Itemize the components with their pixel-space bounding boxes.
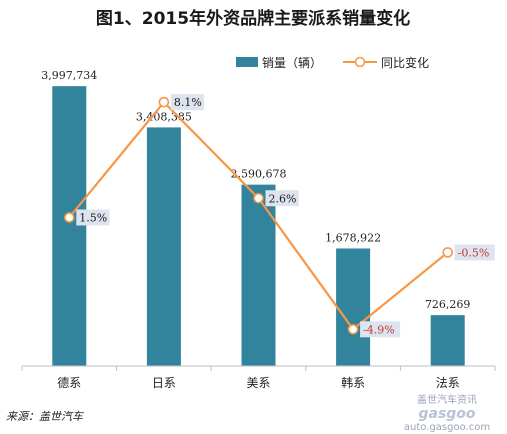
line-value-label-box — [454, 244, 495, 261]
bar-value-labels: 3,997,7343,408,3852,590,6781,678,922726,… — [41, 69, 470, 311]
legend-line-marker — [354, 56, 366, 68]
line-value-label: -0.5% — [458, 246, 490, 259]
line-value-label-box — [170, 94, 205, 111]
bar-日系 — [146, 127, 181, 366]
legend-bar-label: 销量（辆） — [262, 56, 322, 70]
line-value-labels: 1.5% 8.1% 2.6% -4.9% -0.5% — [76, 94, 495, 338]
x-tick-label: 日系 — [152, 376, 176, 390]
legend: 销量（辆） 同比变化 — [236, 55, 429, 70]
line-point-法系 — [442, 247, 454, 258]
x-tick-label: 德系 — [57, 375, 81, 390]
x-axis-category-labels: 德系 日系 美系 韩系 法系 — [57, 375, 459, 390]
line-point-德系 — [64, 212, 75, 223]
line-value-label: 1.5% — [79, 211, 107, 224]
line-value-label-box — [360, 321, 401, 338]
x-tick-label: 韩系 — [341, 375, 365, 390]
line-value-label: -4.9% — [363, 323, 395, 336]
chart-title: 图1、2015年外资品牌主要派系销量变化 — [96, 8, 410, 29]
legend-line-label: 同比变化 — [381, 55, 429, 70]
bar-法系 — [430, 315, 465, 366]
line-value-label-box — [265, 190, 299, 207]
x-tick-label: 法系 — [436, 376, 460, 390]
bar-value-label: 2,590,678 — [231, 168, 287, 181]
x-tick-label: 美系 — [246, 376, 270, 390]
bar-德系 — [52, 86, 87, 366]
watermark-tag: 盖世汽车资讯 — [417, 393, 477, 406]
watermark-brand: gasgoo — [418, 406, 475, 422]
bar-美系 — [241, 184, 276, 366]
legend-bar-swatch — [236, 57, 258, 67]
line-value-label-box — [76, 209, 110, 226]
x-axis-ticks — [21, 366, 496, 371]
bar-series — [52, 86, 465, 366]
line-value-label: 8.1% — [174, 96, 202, 109]
bar-value-label: 726,269 — [425, 298, 471, 311]
line-point-日系 — [158, 96, 170, 108]
source-note: 来源：盖世汽车 — [6, 410, 85, 423]
bar-韩系 — [336, 248, 371, 366]
line-series — [64, 96, 454, 335]
line-point-美系 — [253, 192, 264, 204]
bar-value-label: 3,997,734 — [41, 69, 97, 82]
watermark-logo: 盖世汽车资讯 gasgoo auto.gasgoo.com — [404, 393, 490, 433]
bar-value-label: 1,678,922 — [325, 231, 381, 244]
line-value-label: 2.6% — [269, 192, 297, 205]
watermark-url: auto.gasgoo.com — [404, 422, 490, 433]
line-point-韩系 — [347, 324, 359, 335]
